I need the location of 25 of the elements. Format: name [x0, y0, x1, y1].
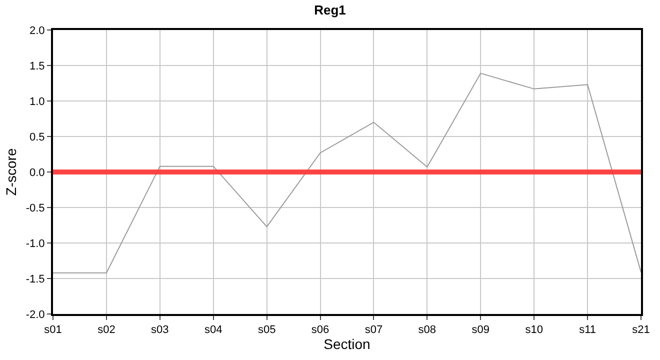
x-tick-label: s09	[472, 324, 490, 336]
y-tick-label: -2.0	[26, 308, 45, 321]
line-series	[53, 72, 641, 274]
y-tick-label: 2.0	[30, 24, 45, 37]
x-tick-label: s01	[44, 324, 62, 336]
y-tick-label: 0.5	[30, 131, 45, 144]
y-tick-label: 1.0	[30, 96, 45, 108]
x-tick-label: s02	[98, 324, 116, 336]
chart-title: Reg1	[314, 2, 346, 18]
x-tick-label: s06	[311, 324, 330, 336]
x-tick-label: s05	[258, 324, 276, 336]
x-tick-label: s10	[525, 324, 543, 336]
y-tick-label: -1.0	[26, 238, 45, 250]
y-tick-label: 1.5	[30, 60, 45, 72]
y-tick-label: -0.5	[26, 202, 45, 214]
y-tick-label: -1.5	[26, 273, 45, 286]
x-tick-label: s03	[151, 324, 169, 336]
x-axis-title: Section	[324, 336, 370, 352]
x-tick-label: s08	[418, 324, 436, 336]
x-tick-label: s04	[204, 324, 222, 336]
y-axis-title: Z-score	[2, 148, 19, 196]
x-tick-label: s11	[579, 324, 596, 336]
x-tick-label: s07	[364, 324, 383, 336]
x-tick-label: s21	[632, 324, 650, 336]
y-tick-label: 0.0	[30, 166, 45, 179]
